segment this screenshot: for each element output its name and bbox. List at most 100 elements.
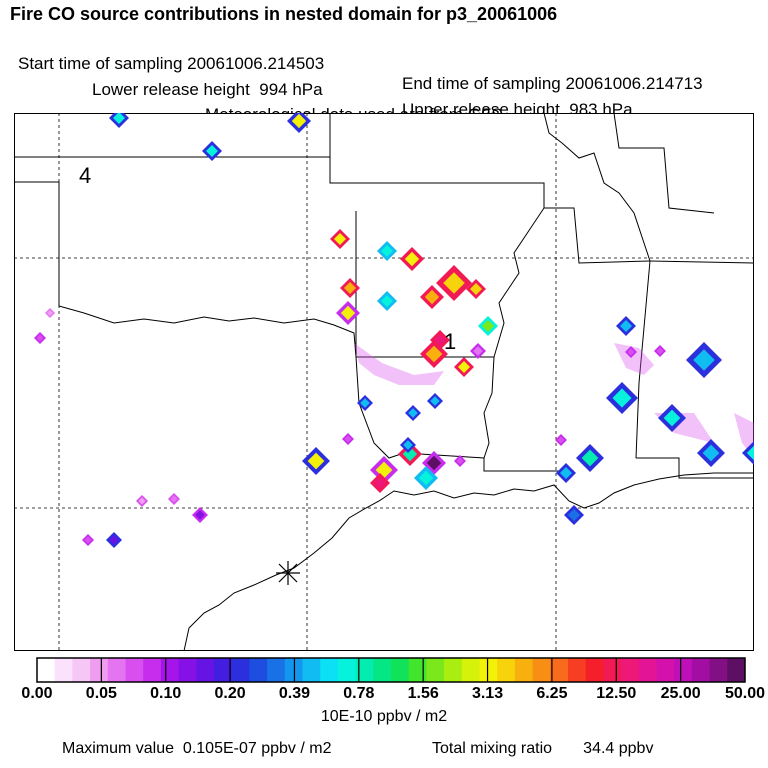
color-scale-tick-label: 0.10 [150,685,182,702]
color-scale-cell [320,658,339,682]
state-boundaries [14,113,754,651]
plume-core [170,495,178,503]
sampling-times-row: Start time of sampling 20061006.214503 E… [0,34,768,94]
plume-core [458,361,470,373]
plume-core [307,452,325,470]
plume-core [612,388,632,408]
color-scale-cell [391,658,410,682]
color-scale-frame [36,657,746,683]
plume-core [482,320,494,332]
color-scale-cell [550,658,569,682]
plume-core [426,455,442,471]
plume-core [557,436,565,444]
color-scale-cell [355,658,374,682]
plume-core [581,449,599,467]
color-scale-cell [479,658,498,682]
plume-core [418,470,434,486]
plume-core [404,251,420,267]
color-scale-tick-label: 0.78 [343,685,375,702]
color-scale-cell [674,658,693,682]
contribution-map: 4 1 [14,113,754,651]
plume-core [443,272,465,294]
plume-haze [614,343,654,375]
color-scale-cell [267,658,286,682]
color-scale-cell [408,658,427,682]
plume-core [381,245,393,257]
region-label-4: 4 [79,163,91,188]
lower-release-label: Lower release height 994 hPa [92,80,323,99]
color-scale-cell [107,658,126,682]
end-time-label: End time of sampling 20061006.214713 [402,74,703,93]
map-frame [14,113,754,651]
plume-core [360,398,370,408]
color-scale-cell [691,658,711,682]
color-scale-cell [54,658,73,682]
release-site-marker [276,561,300,585]
color-scale-cell [196,658,215,682]
plume-core [473,346,483,356]
plume-core [340,305,356,321]
color-scale-tick-label: 0.20 [214,685,246,702]
plume-core [381,295,393,307]
color-scale-tick-label: 0.39 [278,685,311,702]
color-scale-cell [656,658,675,682]
color-scale-tick-label: 12.50 [596,685,637,702]
plume-core [403,440,413,450]
plume-core [620,320,632,332]
color-scale-cell [638,658,657,682]
color-scale-cells [37,658,746,682]
plume-core [334,233,346,245]
plume-core [408,408,418,418]
plume-core [47,310,53,316]
plume-layer [34,113,754,548]
plume-core [656,347,664,355]
plume-core [746,445,754,461]
plume-core [430,396,440,406]
plume-core [702,444,720,462]
color-scale-cell [444,658,463,682]
color-scale-tick-label: 1.56 [407,685,439,702]
color-scale-cell [426,658,445,682]
color-scale-cell [709,658,728,682]
plume-core [560,467,572,479]
color-scale-cell [214,658,233,682]
color-scale-cell [337,658,357,682]
coastline [183,472,754,651]
color-scale-cell [461,658,480,682]
color-scale-cell [249,658,268,682]
plume-core [375,461,393,479]
map-title: Fire CO source contributions in nested d… [10,4,558,24]
color-scale-cell [373,658,392,682]
color-scale-tick-label: 50.00 [724,685,766,702]
color-scale-dividers [100,658,682,682]
color-scale-cell [727,658,746,682]
plume-core [84,536,92,544]
plume-core [627,348,635,356]
plume-core [206,145,218,157]
color-scale-cell [143,658,162,682]
color-scale-cell [72,658,91,682]
color-scale-cell [621,658,640,682]
plume-core [424,289,440,305]
color-scale-cell [231,658,250,682]
plume-core [456,457,464,465]
color-scale-cell [160,658,180,682]
plume-haze [354,343,444,385]
color-scale-tick-label: 0.05 [85,685,117,702]
plume-core [693,349,715,371]
color-scale-tick-label: 25.00 [660,685,701,702]
color-scale-cell [90,658,109,682]
color-scale-cell [178,658,197,682]
plume-core [344,435,352,443]
color-scale-cell [585,658,604,682]
plume-core [291,113,307,129]
maximum-value-label: Maximum value 0.105E-07 ppbv / m2 [62,740,332,757]
region-label-1: 1 [444,329,456,354]
plume-core [36,334,44,342]
start-time-label: Start time of sampling 20061006.214503 [18,54,325,73]
color-scale-tick-label: 6.25 [536,685,568,702]
color-scale-cell [37,658,56,682]
plume-core [663,409,681,427]
plume-core [113,113,125,124]
plume-core [374,477,386,489]
